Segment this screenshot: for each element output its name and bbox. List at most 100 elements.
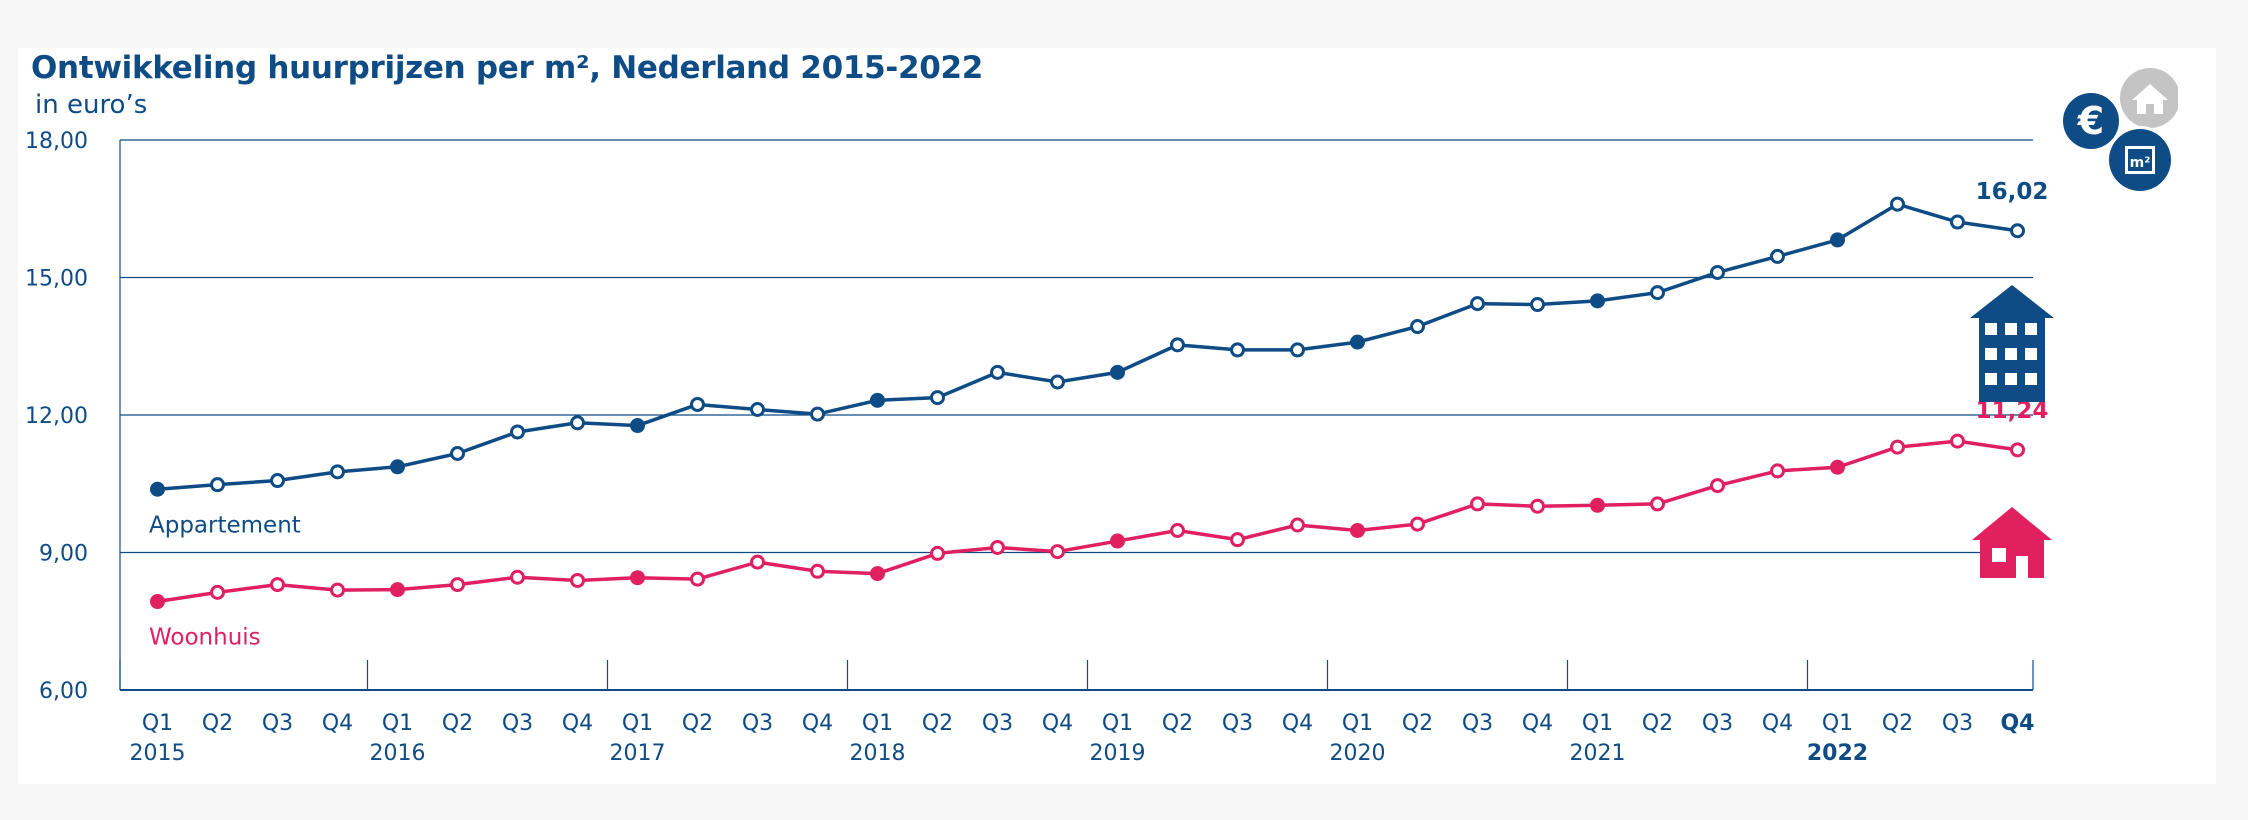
data-point bbox=[1350, 334, 1365, 350]
x-tick-quarter-label: Q2 bbox=[1402, 711, 1433, 736]
x-tick-quarter-label: Q4 bbox=[322, 711, 353, 736]
y-tick-label: 9,00 bbox=[39, 542, 88, 567]
x-tick-year-label: 2021 bbox=[1570, 741, 1626, 766]
data-point bbox=[1170, 523, 1185, 538]
x-tick-quarter-label: Q4 bbox=[1282, 711, 1313, 736]
house-door bbox=[2016, 556, 2028, 578]
data-point bbox=[1650, 496, 1665, 512]
data-point bbox=[1350, 523, 1365, 538]
data-point bbox=[1530, 498, 1545, 514]
data-point bbox=[630, 570, 645, 586]
data-point bbox=[750, 402, 765, 417]
rent-price-icons: € m² bbox=[2060, 68, 2178, 194]
x-tick-quarter-label: Q1 bbox=[862, 711, 893, 736]
data-point bbox=[1230, 342, 1245, 358]
x-tick-quarter-label: Q1 bbox=[382, 711, 413, 736]
data-point bbox=[990, 539, 1005, 555]
x-tick-year-label: 2017 bbox=[610, 741, 666, 766]
apartment-window bbox=[2025, 373, 2037, 385]
x-tick-quarter-label: Q1 bbox=[1342, 711, 1373, 736]
data-point bbox=[1470, 496, 1485, 512]
data-point bbox=[690, 571, 705, 587]
data-point bbox=[1110, 364, 1125, 380]
data-point bbox=[1830, 459, 1845, 475]
x-tick-quarter-label: Q2 bbox=[442, 711, 473, 736]
y-tick-label: 15,00 bbox=[25, 267, 88, 292]
square-meter-symbol: m² bbox=[2130, 155, 2151, 171]
x-tick-quarter-label: Q4 bbox=[802, 711, 833, 736]
data-point bbox=[930, 545, 945, 561]
data-point bbox=[150, 481, 165, 497]
chart-title: Ontwikkeling huurprijzen per m², Nederla… bbox=[31, 50, 984, 86]
y-tick-label: 18,00 bbox=[25, 129, 88, 154]
apartment-window bbox=[2005, 323, 2017, 335]
x-tick-quarter-label: Q3 bbox=[262, 711, 293, 736]
data-point bbox=[1290, 517, 1305, 533]
data-point bbox=[1230, 532, 1245, 548]
x-tick-quarter-label: Q3 bbox=[1222, 711, 1253, 736]
data-point bbox=[390, 582, 405, 598]
euro-icon: € bbox=[2060, 90, 2122, 152]
data-point bbox=[2010, 442, 2025, 458]
data-point bbox=[930, 390, 945, 406]
data-point bbox=[1590, 497, 1605, 513]
x-tick-quarter-label: Q3 bbox=[742, 711, 773, 736]
chart-card bbox=[18, 48, 2216, 784]
x-tick-quarter-label: Q2 bbox=[1882, 711, 1913, 736]
x-tick-quarter-label: Q3 bbox=[1942, 711, 1973, 736]
x-tick-quarter-label: Q2 bbox=[1162, 711, 1193, 736]
x-tick-quarter-label: Q2 bbox=[682, 711, 713, 736]
data-point bbox=[270, 473, 285, 489]
x-tick-quarter-label: Q2 bbox=[1642, 711, 1673, 736]
data-point bbox=[210, 477, 225, 493]
house-body bbox=[1980, 536, 2044, 578]
data-point bbox=[1830, 232, 1845, 248]
data-point bbox=[630, 418, 645, 434]
series-line-woonhuis bbox=[157, 439, 2018, 604]
data-point bbox=[390, 459, 405, 475]
apartment-window bbox=[2005, 348, 2017, 360]
apartment-window bbox=[1985, 323, 1997, 335]
x-tick-quarter-label: Q1 bbox=[1582, 711, 1613, 736]
x-tick-quarter-label: Q4 bbox=[1522, 711, 1553, 736]
data-point bbox=[210, 584, 225, 600]
x-tick-year-label: 2019 bbox=[1090, 741, 1146, 766]
x-tick-quarter-label: Q2 bbox=[202, 711, 233, 736]
x-tick-quarter-label: Q1 bbox=[1822, 711, 1853, 736]
x-tick-quarter-label: Q3 bbox=[1462, 711, 1493, 736]
data-point bbox=[1890, 439, 1905, 455]
x-tick-year-label: 2015 bbox=[130, 741, 186, 766]
x-tick-quarter-label: Q4 bbox=[562, 711, 593, 736]
data-point bbox=[1650, 285, 1665, 301]
x-tick-quarter-label: Q3 bbox=[502, 711, 533, 736]
data-point bbox=[1950, 433, 1965, 449]
data-point bbox=[330, 582, 345, 598]
euro-symbol: € bbox=[2077, 99, 2104, 143]
data-point bbox=[810, 406, 825, 422]
apartment-window bbox=[1985, 348, 1997, 360]
house-icon bbox=[2120, 68, 2178, 128]
square-meter-icon: m² bbox=[2106, 126, 2174, 194]
data-point bbox=[1710, 478, 1725, 494]
data-point bbox=[870, 566, 885, 582]
series-label: Woonhuis bbox=[149, 625, 261, 651]
apartment-window bbox=[2005, 373, 2017, 385]
data-point bbox=[750, 554, 765, 570]
data-point bbox=[1050, 544, 1065, 560]
x-tick-year-label: 2016 bbox=[370, 741, 426, 766]
x-tick-quarter-label: Q4 bbox=[1042, 711, 1073, 736]
data-point bbox=[270, 577, 285, 593]
apartment-window bbox=[2025, 348, 2037, 360]
data-point bbox=[1590, 293, 1605, 309]
x-tick-quarter-label: Q4 bbox=[2000, 711, 2034, 736]
x-tick-year-label: 2022 bbox=[1807, 741, 1868, 766]
data-point bbox=[1410, 516, 1425, 532]
x-tick-quarter-label: Q4 bbox=[1762, 711, 1793, 736]
data-point bbox=[1470, 296, 1485, 312]
series-line-appartement bbox=[157, 202, 2018, 491]
end-value-label: 16,02 bbox=[1976, 179, 2049, 205]
x-tick-quarter-label: Q1 bbox=[142, 711, 173, 736]
house-icon bbox=[1972, 507, 2052, 540]
data-point bbox=[2010, 223, 2025, 239]
